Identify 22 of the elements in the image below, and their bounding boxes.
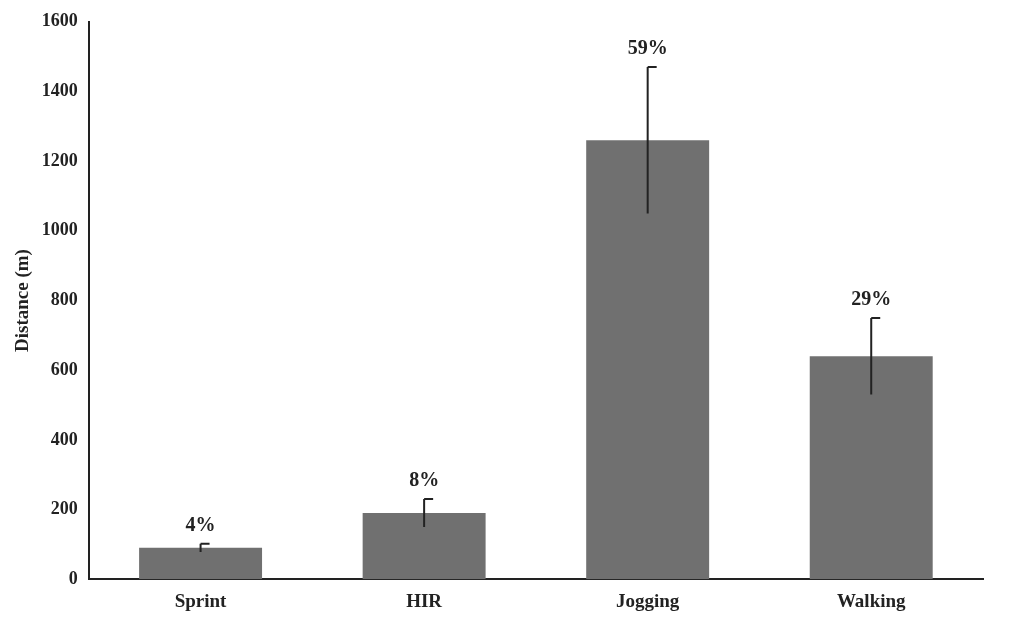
bar [139, 547, 263, 580]
annotation: 4% [185, 512, 216, 535]
bar [586, 140, 710, 580]
y-tick-label: 800 [50, 289, 78, 310]
y-tick-label: 0 [68, 567, 78, 588]
y-tick-label: 1200 [41, 149, 78, 170]
bar [809, 356, 933, 580]
y-tick-label: 1000 [41, 219, 78, 240]
annotation: 59% [627, 36, 668, 59]
y-tick-label: 200 [50, 498, 78, 519]
x-tick-label: Sprint [174, 589, 228, 611]
y-tick-label: 1600 [41, 10, 78, 31]
annotation: 8% [409, 468, 440, 491]
y-tick-label: 400 [50, 428, 78, 449]
annotation: 29% [851, 287, 892, 310]
x-tick-label: HIR [406, 589, 443, 611]
y-axis-title: Distance (m) [11, 249, 34, 352]
y-tick-label: 1400 [41, 80, 78, 101]
x-tick-label: Jogging [616, 589, 680, 611]
x-tick-label: Walking [836, 589, 907, 611]
bar [362, 513, 486, 580]
y-tick-label: 600 [50, 358, 78, 379]
